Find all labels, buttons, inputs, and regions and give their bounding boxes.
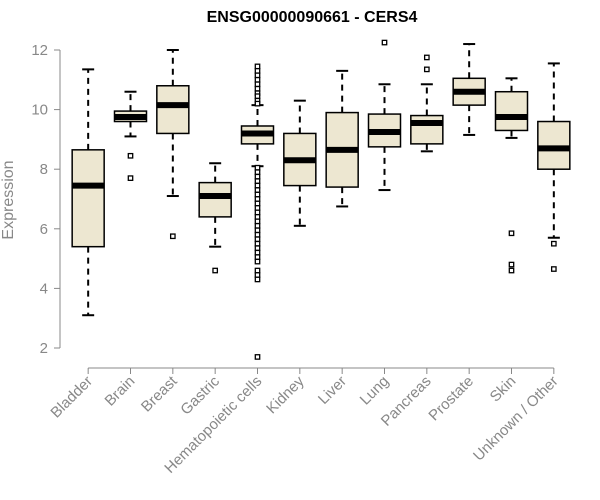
- box-breast: [156, 49, 190, 240]
- box-iqr: [494, 90, 529, 132]
- outlier-point: [254, 218, 261, 225]
- outlier-point: [254, 354, 261, 360]
- box-skin: [494, 77, 529, 274]
- y-tick-label: 6: [40, 221, 48, 238]
- y-tick-label: 12: [31, 42, 48, 59]
- outlier-point: [254, 209, 261, 216]
- box-unknown-other: [537, 62, 571, 272]
- box-pancreas: [410, 54, 444, 153]
- outlier-point: [254, 267, 261, 274]
- x-tick-label: Prostate: [425, 373, 477, 425]
- outlier-point: [254, 249, 261, 256]
- outlier-point: [254, 276, 261, 283]
- outlier-point: [254, 164, 261, 171]
- box-iqr: [71, 149, 105, 248]
- outlier-point: [550, 240, 557, 247]
- outlier-point: [254, 231, 261, 238]
- y-axis: 2 4 6 8 10 12: [31, 42, 61, 357]
- box-kidney: [283, 99, 317, 227]
- y-tick-label: 2: [40, 340, 48, 357]
- outlier-point: [508, 261, 515, 268]
- box-gastric: [198, 162, 232, 274]
- y-tick-label: 10: [31, 102, 48, 119]
- outlier-point: [550, 266, 557, 272]
- outlier-point: [127, 175, 134, 181]
- box-iqr: [410, 114, 444, 145]
- outlier-point: [254, 196, 261, 202]
- outlier-point: [254, 272, 261, 278]
- x-tick-label: Kidney: [263, 372, 308, 417]
- outlier-point: [254, 100, 261, 107]
- outlier-point: [423, 66, 430, 73]
- outlier-point: [254, 214, 261, 220]
- outlier-point: [254, 187, 261, 193]
- outlier-point: [508, 267, 515, 274]
- x-tick-label: Brain: [102, 373, 139, 410]
- box-iqr: [198, 181, 232, 218]
- chart-title: ENSG00000090661 - CERS4: [207, 9, 418, 26]
- outlier-point: [254, 68, 261, 74]
- outlier-point: [254, 85, 261, 92]
- outlier-point: [127, 152, 134, 159]
- outlier-point: [254, 93, 261, 100]
- outlier-point: [254, 222, 261, 229]
- box-prostate: [452, 43, 486, 136]
- y-tick-label: 4: [40, 280, 48, 297]
- box-group: [71, 39, 571, 360]
- outlier-point: [254, 169, 261, 176]
- outlier-point: [254, 182, 261, 189]
- outlier-point: [423, 54, 430, 61]
- box-iqr: [156, 85, 190, 135]
- outlier-point: [169, 233, 176, 240]
- outlier-point: [254, 72, 261, 79]
- y-axis-label: Expression: [0, 160, 17, 239]
- outlier-point: [508, 230, 515, 237]
- x-tick-label: Bladder: [47, 373, 96, 422]
- outlier-point: [254, 63, 261, 70]
- x-tick-label: Liver: [315, 373, 350, 408]
- outlier-point: [254, 191, 261, 198]
- outlier-point: [254, 236, 261, 243]
- box-brain: [113, 90, 148, 181]
- x-tick-label: Lung: [357, 373, 393, 409]
- outlier-point: [254, 240, 261, 247]
- outlier-point: [254, 76, 261, 83]
- outlier-point: [254, 173, 261, 180]
- outlier-point: [254, 258, 261, 265]
- box-liver: [325, 69, 359, 208]
- box-lung: [367, 39, 402, 192]
- x-tick-label: Breast: [138, 372, 181, 415]
- outlier-point: [254, 227, 261, 234]
- outlier-point: [254, 178, 261, 184]
- outlier-point: [254, 81, 261, 88]
- outlier-point: [254, 254, 261, 260]
- outlier-point: [254, 205, 261, 211]
- box-hematopoietic-cells: [240, 63, 275, 360]
- outlier-point: [212, 267, 219, 274]
- outlier-point: [254, 200, 261, 207]
- outlier-point: [381, 39, 388, 46]
- outlier-point: [254, 245, 261, 252]
- x-tick-label: Skin: [487, 373, 520, 406]
- y-tick-label: 8: [40, 161, 48, 178]
- box-bladder: [71, 68, 105, 317]
